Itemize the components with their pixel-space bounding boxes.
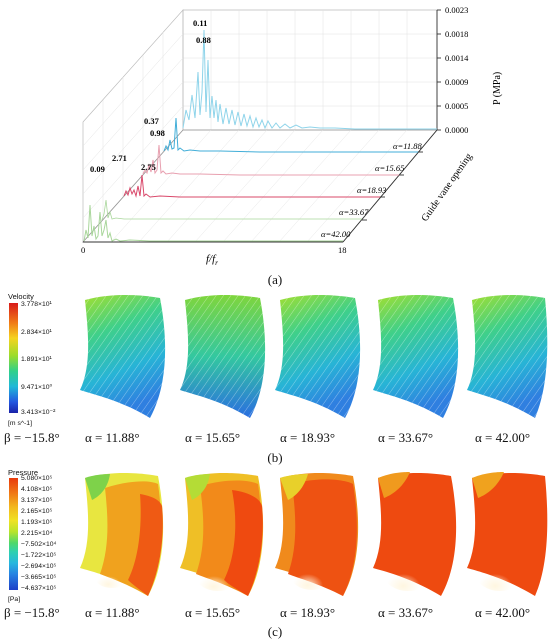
colorbar-tick: −2.694×10⁵	[21, 563, 57, 570]
velocity-image-1	[80, 294, 166, 418]
colorbar-tick: 9.471×10⁰	[21, 384, 53, 391]
caption: β = −15.8°	[4, 605, 60, 620]
colorbar-title: Velocity	[8, 292, 34, 301]
colorbar-tick: 2.834×10¹	[21, 329, 52, 336]
velocity-field-images	[80, 294, 548, 418]
peak-label: 0.88	[196, 35, 211, 45]
panel-a-label: (a)	[267, 272, 283, 287]
pressure-image-4	[373, 472, 457, 596]
series-label: α=11.88	[393, 141, 422, 151]
colorbar-tick: 2.165×10⁵	[21, 508, 53, 515]
pressure-image-3	[275, 472, 359, 596]
peak-label: 0.98	[150, 128, 165, 138]
velocity-image-2	[180, 294, 266, 418]
colorbar-tick: 2.215×10⁴	[21, 530, 53, 537]
panel-a: 0.0023 0.0018 0.0014 0.0009 0.0005 0.000…	[0, 0, 550, 290]
series-label: α=18.93	[357, 185, 386, 195]
z-tick: 0.0014	[445, 53, 469, 63]
colorbar-tick: 1.193×10⁵	[21, 519, 53, 526]
colorbar-title: Pressure	[8, 468, 39, 477]
colorbar-tick: −4.637×10⁵	[21, 585, 57, 592]
series-label: α=33.67	[339, 207, 369, 217]
caption: α = 33.67°	[378, 605, 434, 620]
x-tick: 18	[338, 245, 347, 255]
peak-label: 2.71	[112, 153, 127, 163]
z-tick: 0.0023	[445, 5, 468, 15]
caption: α = 15.65°	[185, 605, 241, 620]
peak-label: 0.09	[90, 164, 105, 174]
caption: β = −15.8°	[4, 430, 60, 445]
colorbar-tick: −1.722×10⁵	[21, 552, 57, 559]
caption: α = 11.88°	[85, 605, 140, 620]
x-axis-label: f/fr	[206, 253, 218, 267]
waterfall-plot: 0.0023 0.0018 0.0014 0.0009 0.0005 0.000…	[81, 5, 503, 267]
colorbar-tick: −7.502×10⁴	[21, 541, 57, 548]
series-label: α=15.65	[375, 163, 404, 173]
colorbar-tick: 1.891×10¹	[21, 356, 52, 363]
colorbar-tick: 5.080×10⁵	[21, 475, 53, 482]
z-tick: 0.0000	[445, 125, 468, 135]
colorbar-tick: 4.108×10⁵	[21, 486, 53, 493]
peak-label: 2.75	[141, 162, 156, 172]
colorbar-tick: −3.665×10⁵	[21, 574, 57, 581]
caption: α = 15.65°	[185, 430, 241, 445]
panel-b: Velocity 3.778×10¹ 2.834×10¹ 1.891×10¹ 9…	[0, 290, 550, 465]
series-line-2	[163, 117, 418, 153]
caption: α = 11.88°	[85, 430, 140, 445]
colorbar-tick: 3.413×10⁻²	[21, 409, 56, 416]
velocity-image-3	[275, 294, 361, 418]
velocity-colorbar	[9, 303, 18, 413]
z-axis-label: P (MPa)	[492, 72, 503, 105]
caption: α = 42.00°	[475, 605, 531, 620]
velocity-image-4	[373, 294, 459, 418]
colorbar-unit: [m s^-1]	[8, 420, 32, 427]
pressure-field-images	[80, 472, 548, 596]
caption: α = 18.93°	[280, 430, 336, 445]
panel-c: Pressure 5.080×10⁵ 4.108×10⁵ 3.137×10⁵ 2…	[0, 466, 550, 641]
depth-axis-label: Guide vane opening	[419, 151, 474, 223]
series-line-5	[83, 204, 343, 242]
series-line-3	[142, 144, 399, 176]
z-tick: 0.0018	[445, 29, 468, 39]
pressure-image-5	[467, 472, 548, 596]
peak-label: 0.11	[193, 18, 207, 28]
caption: α = 18.93°	[280, 605, 336, 620]
caption: α = 42.00°	[475, 430, 531, 445]
panel-c-label: (c)	[267, 624, 283, 639]
colorbar-tick: 3.137×10⁵	[21, 497, 53, 504]
z-tick: 0.0005	[445, 101, 468, 111]
series-line-4	[123, 174, 380, 198]
pressure-image-2	[180, 472, 264, 596]
peak-label: 0.37	[144, 116, 160, 126]
velocity-image-5	[467, 294, 548, 418]
colorbar-tick: 3.778×10¹	[21, 301, 52, 308]
x-tick: 0	[81, 245, 85, 255]
pressure-colorbar	[9, 478, 18, 590]
colorbar-unit: [Pa]	[8, 596, 21, 603]
series-label: α=42.00	[321, 229, 351, 239]
panel-b-label: (b)	[267, 450, 283, 465]
caption: α = 33.67°	[378, 430, 434, 445]
z-tick: 0.0009	[445, 77, 468, 87]
series-line-1	[182, 29, 437, 130]
pressure-image-1	[80, 472, 164, 596]
